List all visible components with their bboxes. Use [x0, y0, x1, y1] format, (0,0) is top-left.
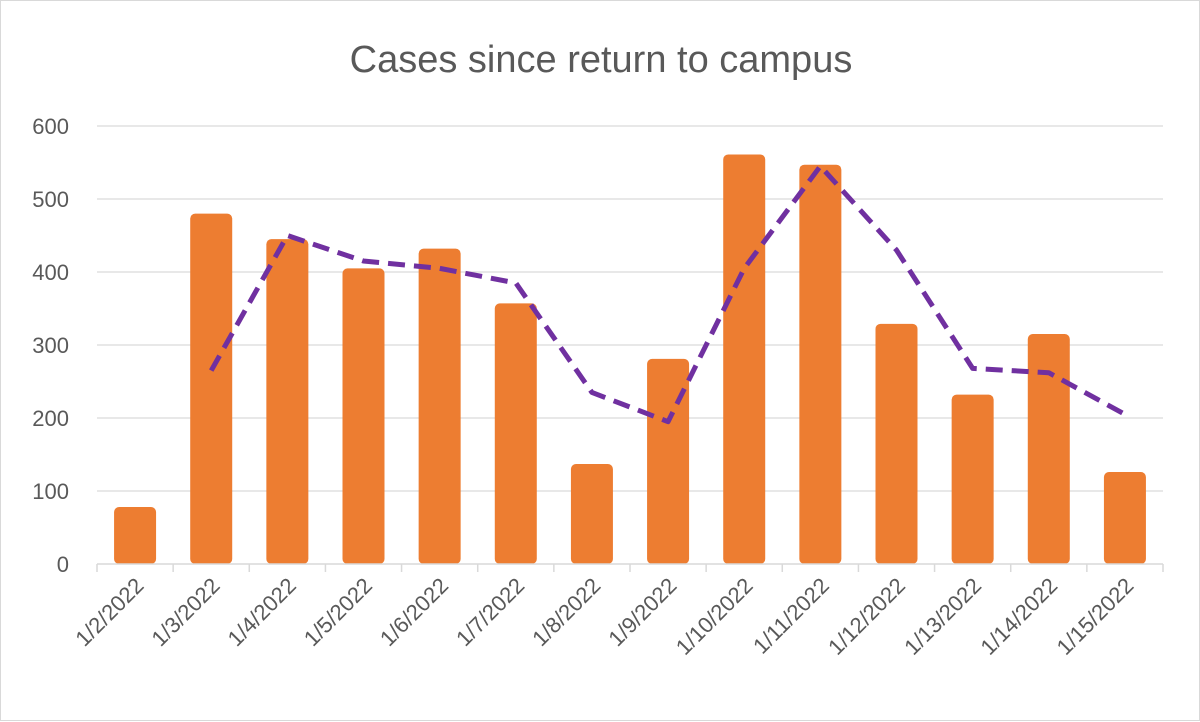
bar: [494, 303, 537, 564]
x-tick-label: 1/14/2022: [975, 573, 1062, 660]
x-tick-label: 1/7/2022: [451, 573, 529, 651]
x-tick-label: 1/2/2022: [70, 573, 148, 651]
x-tick-label: 1/15/2022: [1052, 573, 1139, 660]
gridlines: [97, 125, 1163, 492]
x-tick-label: 1/3/2022: [147, 573, 225, 651]
x-tick-labels: 1/2/20221/3/20221/4/20221/5/20221/6/2022…: [70, 573, 1138, 660]
y-tick-label: 100: [32, 479, 69, 504]
bar: [266, 239, 309, 564]
x-tick-label: 1/4/2022: [223, 573, 301, 651]
y-tick-label: 400: [32, 260, 69, 285]
x-tick-label: 1/9/2022: [603, 573, 681, 651]
bar-series: [114, 154, 1146, 564]
bar: [1103, 472, 1146, 564]
bar: [570, 463, 613, 564]
line-series: [209, 163, 1127, 425]
bar: [418, 248, 461, 564]
bar: [875, 323, 918, 564]
bar: [114, 507, 157, 564]
y-tick-label: 200: [32, 406, 69, 431]
y-axis: 0 100 200 300 400 500 600: [32, 114, 69, 577]
bar: [951, 394, 994, 564]
y-tick-label: 0: [57, 552, 69, 577]
bar: [190, 213, 233, 564]
bar: [647, 358, 690, 564]
bar: [799, 164, 842, 564]
x-tick-label: 1/10/2022: [671, 573, 758, 660]
x-axis: [96, 563, 1164, 572]
bar: [342, 268, 385, 564]
x-tick-label: 1/13/2022: [899, 573, 986, 660]
x-tick-label: 1/11/2022: [748, 573, 834, 659]
chart-title: Cases since return to campus: [350, 39, 853, 81]
y-tick-label: 600: [32, 114, 69, 139]
trend-line: [209, 163, 1127, 425]
y-tick-label: 300: [32, 333, 69, 358]
x-tick-label: 1/6/2022: [375, 573, 453, 651]
x-tick-label: 1/5/2022: [299, 573, 377, 651]
bar: [723, 154, 766, 564]
y-tick-label: 500: [32, 187, 69, 212]
bar: [1027, 334, 1070, 564]
x-tick-label: 1/8/2022: [527, 573, 605, 651]
x-tick-label: 1/12/2022: [823, 573, 910, 660]
